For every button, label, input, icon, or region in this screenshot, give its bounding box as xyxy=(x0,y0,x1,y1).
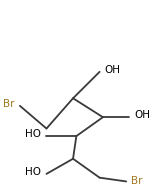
Text: Br: Br xyxy=(131,177,143,186)
Text: HO: HO xyxy=(26,129,42,139)
Text: Br: Br xyxy=(3,99,15,109)
Text: HO: HO xyxy=(26,167,42,177)
Text: OH: OH xyxy=(134,110,150,120)
Text: OH: OH xyxy=(105,65,121,75)
